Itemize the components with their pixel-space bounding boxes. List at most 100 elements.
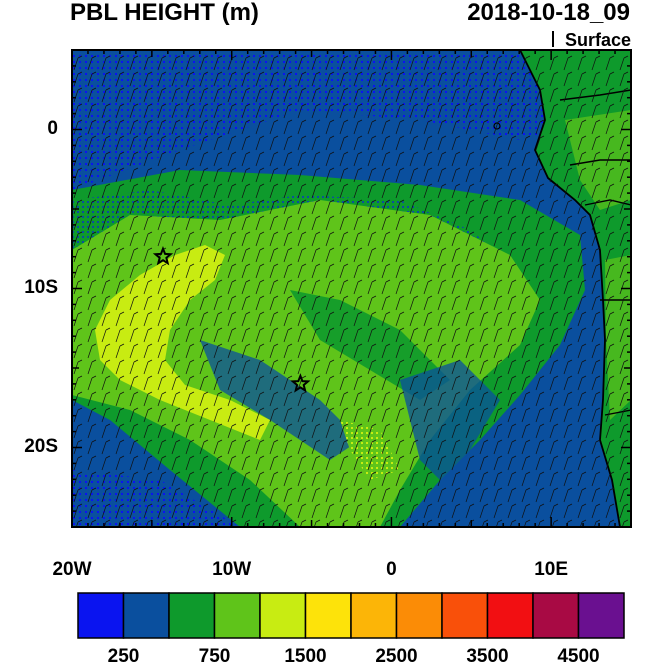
wind-barb xyxy=(437,87,447,103)
wind-barb xyxy=(479,391,489,407)
wind-barb xyxy=(255,167,265,183)
wind-barb xyxy=(325,423,335,439)
wind-barb xyxy=(521,487,531,503)
wind-barb xyxy=(353,55,363,71)
wind-barb xyxy=(283,471,293,487)
wind-barb xyxy=(451,151,461,167)
wind-barb xyxy=(395,359,405,375)
wind-barb xyxy=(213,167,223,183)
wind-barb xyxy=(549,135,559,151)
wind-barb xyxy=(143,151,153,167)
wind-barb xyxy=(465,71,475,87)
wind-barb xyxy=(339,151,349,167)
wind-barb xyxy=(479,295,489,311)
wind-barb xyxy=(269,247,279,263)
wind-barb xyxy=(409,231,419,247)
wind-barb xyxy=(213,103,223,119)
wind-barb xyxy=(507,455,517,471)
wind-barb xyxy=(241,151,251,167)
wind-barb xyxy=(437,119,447,135)
wind-barb xyxy=(591,103,601,119)
wind-barb xyxy=(87,327,97,343)
wind-barb xyxy=(311,439,321,455)
wind-barb xyxy=(129,279,139,295)
wind-barb xyxy=(255,343,265,359)
wind-barb xyxy=(101,407,111,423)
wind-barb xyxy=(199,327,209,343)
wind-barb xyxy=(115,247,125,263)
wind-barb xyxy=(563,151,573,167)
wind-barb xyxy=(619,295,629,311)
wind-barb xyxy=(339,55,349,71)
wind-barb xyxy=(563,407,573,423)
wind-barb xyxy=(255,439,265,455)
wind-barb xyxy=(297,471,307,487)
wind-barb xyxy=(311,359,321,375)
wind-barb xyxy=(101,471,111,487)
wind-barb xyxy=(101,487,111,503)
wind-barb xyxy=(101,55,111,71)
wind-barb xyxy=(185,247,195,263)
wind-barb xyxy=(563,391,573,407)
wind-barb xyxy=(143,135,153,151)
wind-barb xyxy=(493,167,503,183)
wind-barb xyxy=(283,247,293,263)
wind-barb xyxy=(549,311,559,327)
wind-barb xyxy=(507,247,517,263)
wind-barb xyxy=(591,231,601,247)
wind-barb xyxy=(157,119,167,135)
wind-barb xyxy=(227,391,237,407)
wind-barb xyxy=(423,359,433,375)
wind-barb xyxy=(283,455,293,471)
wind-barb xyxy=(577,455,587,471)
wind-barb xyxy=(535,103,545,119)
wind-barb xyxy=(87,279,97,295)
wind-barb xyxy=(227,311,237,327)
wind-barb xyxy=(283,231,293,247)
wind-barb xyxy=(213,327,223,343)
wind-barb xyxy=(339,247,349,263)
wind-barb xyxy=(171,183,181,199)
wind-barb xyxy=(311,487,321,503)
wind-barb xyxy=(409,103,419,119)
wind-barb xyxy=(507,279,517,295)
wind-barb xyxy=(479,119,489,135)
wind-barb xyxy=(425,519,433,527)
wind-barb xyxy=(325,455,335,471)
wind-barb xyxy=(115,423,125,439)
wind-barb xyxy=(521,343,531,359)
wind-barb xyxy=(437,375,447,391)
wind-barb xyxy=(297,119,307,135)
wind-barb xyxy=(451,199,461,215)
wind-barb xyxy=(325,311,335,327)
wind-barb xyxy=(185,375,195,391)
wind-barb xyxy=(87,55,97,71)
wind-barb xyxy=(241,279,251,295)
wind-barb xyxy=(395,279,405,295)
wind-barb xyxy=(213,135,223,151)
wind-barb xyxy=(157,455,167,471)
wind-barb xyxy=(157,439,167,455)
wind-barb xyxy=(283,151,293,167)
wind-barb xyxy=(549,263,559,279)
wind-barb xyxy=(171,439,181,455)
wind-barb xyxy=(409,343,419,359)
wind-barb xyxy=(437,199,447,215)
wind-barb xyxy=(605,279,615,295)
wind-barb xyxy=(381,263,391,279)
wind-barb xyxy=(143,263,153,279)
wind-barb xyxy=(605,295,615,311)
wind-barb xyxy=(227,263,237,279)
wind-barb xyxy=(437,455,447,471)
wind-barb xyxy=(619,327,629,343)
wind-barb xyxy=(353,247,363,263)
marker-layer xyxy=(152,245,311,393)
wind-barb xyxy=(367,183,377,199)
wind-barb xyxy=(213,183,223,199)
wind-barb xyxy=(465,103,475,119)
wind-barb xyxy=(241,183,251,199)
wind-barb xyxy=(451,455,461,471)
wind-barb xyxy=(451,183,461,199)
wind-barb xyxy=(213,151,223,167)
